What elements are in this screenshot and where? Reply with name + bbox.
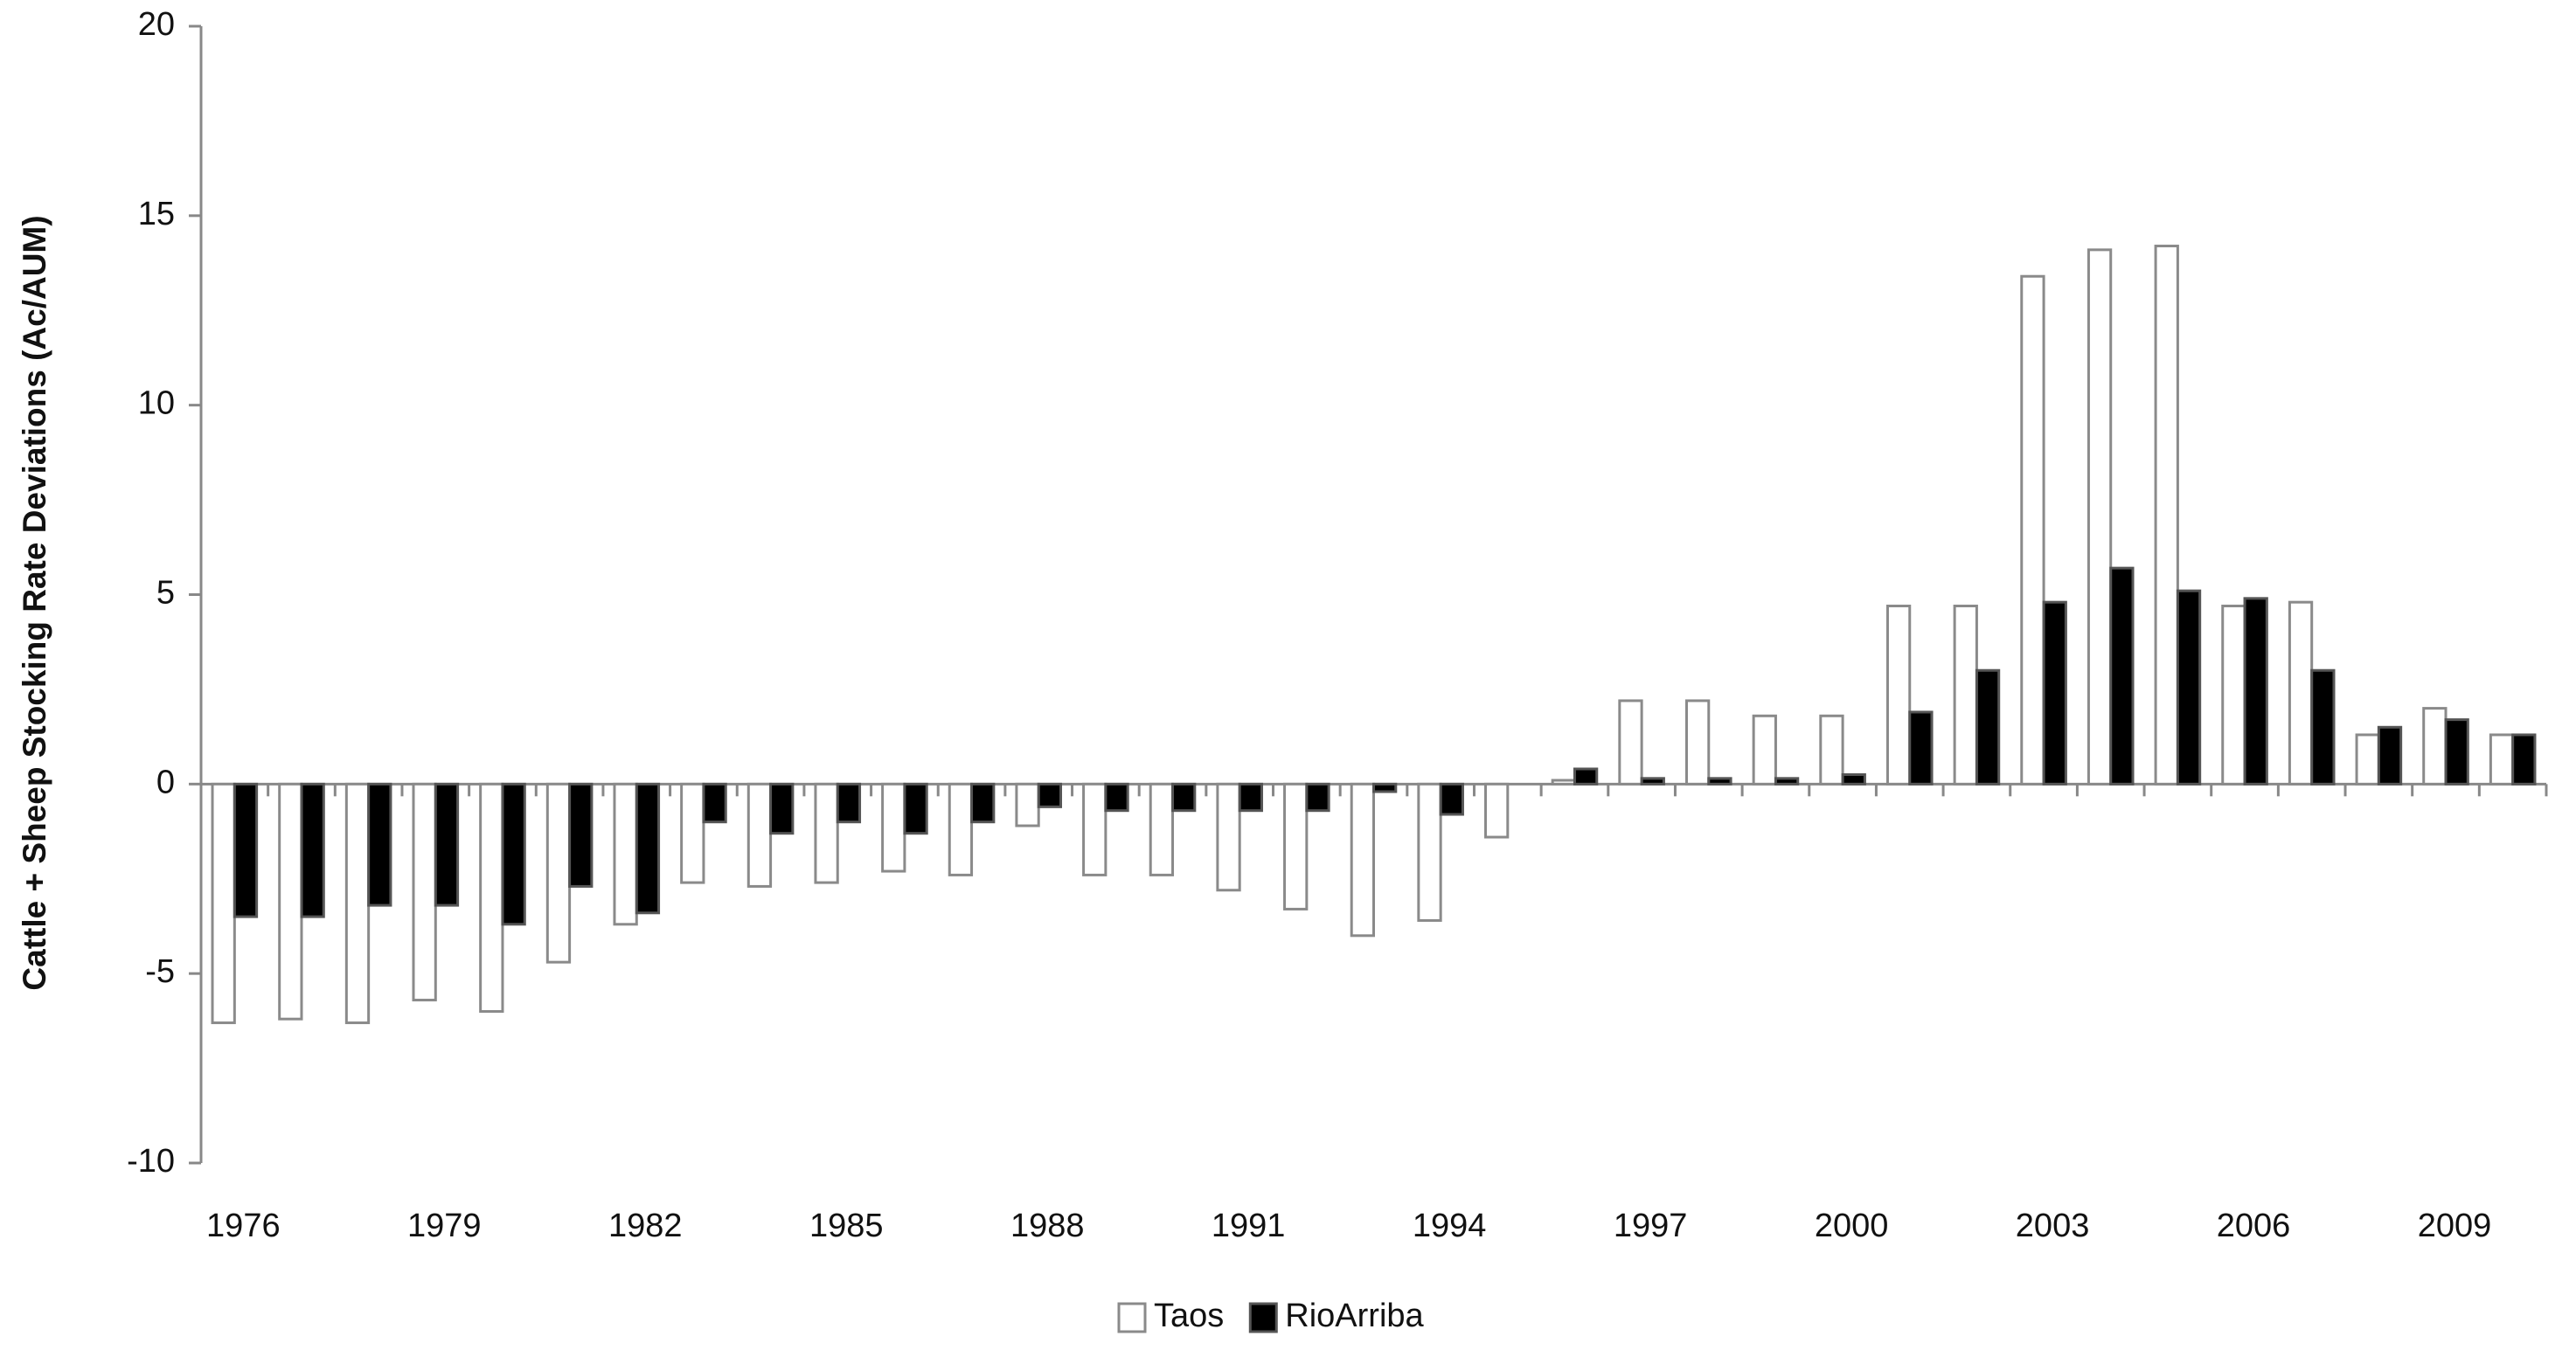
x-tick-label: 1982 — [608, 1208, 683, 1244]
bar — [568, 782, 594, 888]
x-tick-label: 1979 — [407, 1208, 482, 1244]
bar — [545, 782, 572, 964]
legend-swatch — [1117, 1302, 1147, 1333]
bar — [1484, 782, 1510, 839]
x-tick-label: 2006 — [2217, 1208, 2291, 1244]
bar — [1171, 782, 1197, 813]
bar — [702, 782, 727, 824]
bar — [1015, 782, 1040, 827]
bar — [2288, 600, 2314, 786]
bar — [501, 782, 526, 926]
bar — [769, 782, 795, 835]
bar — [1975, 668, 2001, 786]
bar — [412, 782, 437, 1002]
bar — [1350, 782, 1375, 938]
bar — [211, 782, 236, 1025]
bar — [1908, 710, 1934, 786]
bar — [1953, 605, 1978, 786]
bar — [1841, 772, 1866, 786]
bar — [2154, 245, 2179, 786]
x-tick-label: 1988 — [1010, 1208, 1085, 1244]
x-tick-label: 2009 — [2418, 1208, 2492, 1244]
bar — [2310, 668, 2336, 786]
legend-label: Taos — [1154, 1298, 1224, 1334]
bar — [479, 782, 504, 1014]
bar — [300, 782, 325, 918]
bar — [2511, 733, 2537, 786]
y-tick-label: -10 — [127, 1143, 175, 1180]
bar — [1573, 767, 1599, 786]
bar — [2377, 725, 2403, 786]
bar — [1216, 782, 1241, 892]
bar — [814, 782, 839, 884]
bar — [1104, 782, 1129, 813]
x-tick-label: 1997 — [1614, 1208, 1688, 1244]
bar — [1640, 777, 1665, 786]
bar — [1037, 782, 1063, 808]
y-tick-label: 5 — [156, 575, 175, 612]
bar — [1819, 714, 1844, 786]
bar — [1417, 782, 1442, 922]
bar — [1149, 782, 1175, 876]
y-tick-label: 10 — [138, 385, 175, 422]
bar — [2042, 600, 2067, 786]
bar — [903, 782, 928, 835]
bar — [746, 782, 773, 888]
bar — [2176, 589, 2202, 786]
y-tick-label: 15 — [138, 196, 175, 232]
bar — [1283, 782, 1309, 910]
bar — [1774, 777, 1800, 786]
bar — [2221, 605, 2246, 786]
bar — [434, 782, 460, 907]
bar — [1752, 714, 1777, 786]
bar — [1372, 782, 1398, 793]
bar — [970, 782, 996, 824]
x-tick-label: 1985 — [809, 1208, 884, 1244]
x-tick-label: 2003 — [2016, 1208, 2090, 1244]
x-tick-label: 1994 — [1413, 1208, 1487, 1244]
bar — [2243, 597, 2268, 786]
bar — [233, 782, 259, 918]
x-tick-label: 1991 — [1212, 1208, 1286, 1244]
bar — [2020, 274, 2045, 786]
bar — [2109, 566, 2135, 786]
legend-swatch — [1248, 1302, 1278, 1333]
y-axis-title: Cattle + Sheep Stocking Rate Deviations … — [17, 215, 52, 990]
bar — [1305, 782, 1330, 813]
bar — [2444, 718, 2469, 786]
bar — [367, 782, 392, 907]
bar — [1684, 699, 1711, 786]
bar — [1551, 779, 1576, 786]
bar — [2422, 707, 2448, 786]
bar — [635, 782, 661, 915]
y-tick-label: 0 — [156, 764, 175, 800]
bar — [948, 782, 974, 876]
bar — [1707, 777, 1732, 786]
bar — [680, 782, 705, 884]
bar — [2489, 733, 2515, 786]
bar — [1439, 782, 1464, 816]
bar — [1238, 782, 1263, 813]
bar — [1082, 782, 1107, 876]
bar — [1885, 605, 1912, 786]
y-tick-label: -5 — [145, 953, 175, 990]
bar — [613, 782, 638, 926]
bar — [2355, 733, 2380, 786]
x-tick-label: 1976 — [206, 1208, 281, 1244]
bar — [278, 782, 303, 1021]
bar — [2086, 248, 2113, 786]
x-tick-label: 2000 — [1815, 1208, 1889, 1244]
bar — [344, 782, 371, 1025]
legend-label: RioArriba — [1285, 1298, 1424, 1334]
y-tick-label: 20 — [138, 6, 175, 43]
bar — [1618, 699, 1643, 786]
bar — [836, 782, 862, 824]
bar — [881, 782, 906, 873]
